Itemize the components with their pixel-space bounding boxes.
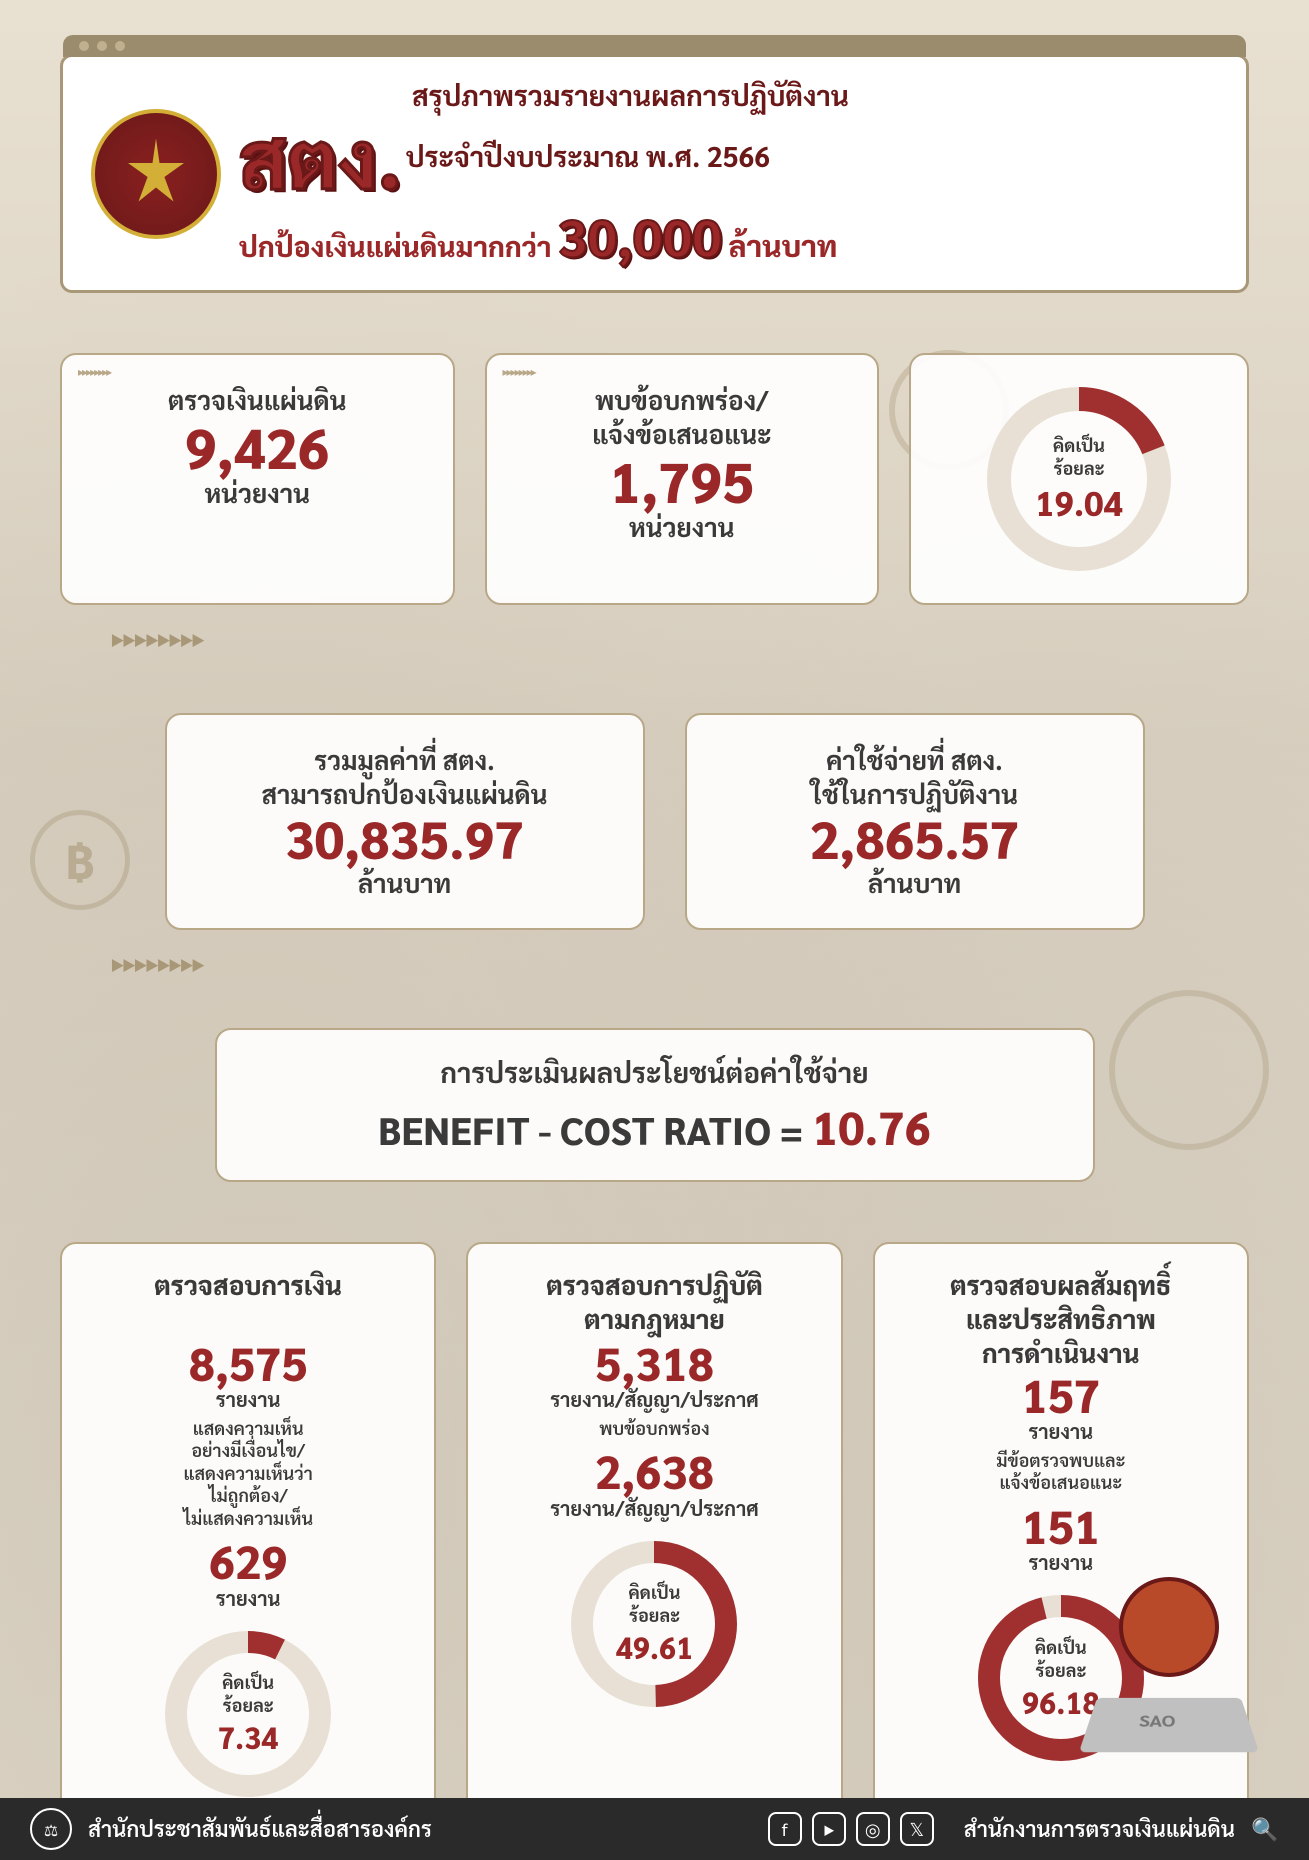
column-title: ตรวจสอบการเงิน (84, 1268, 412, 1338)
col-value: 8,575 (84, 1338, 412, 1386)
donut-value: 7.34 (218, 1717, 278, 1756)
tagline-value: 30,000 (558, 202, 722, 270)
footer-left-text: สำนักประชาสัมพันธ์และสื่อสารองค์กร (88, 1815, 752, 1843)
stat-value: 9,426 (92, 417, 423, 476)
column-title: ตรวจสอบผลสัมฤทธิ์ และประสิทธิภาพ การดำเน… (897, 1268, 1225, 1370)
col-unit: รายงาน (897, 1418, 1225, 1444)
col-note: พบข้อบกพร่อง (490, 1418, 818, 1441)
stat-protected: รวมมูลค่าที่ สตง. สามารถปกป้องเงินแผ่นดิ… (165, 713, 645, 930)
decor-arrows: ▶▶▶▶▶▶▶▶ (110, 950, 1249, 978)
benefit-cost-banner: การประเมินผลประโยชน์ต่อค่าใช้จ่าย BENEFI… (215, 1028, 1095, 1182)
footer-bar: ⚖ สำนักประชาสัมพันธ์และสื่อสารองค์กร f ▶… (0, 1798, 1309, 1860)
footer-seal-icon: ⚖ (30, 1808, 72, 1850)
tagline-unit: ล้านบาท (728, 225, 837, 264)
search-icon[interactable]: 🔍 (1251, 1815, 1279, 1843)
header-subtitle-2: ประจำปีงบประมาณ พ.ศ. 2566 (406, 138, 770, 174)
youtube-icon[interactable]: ▶ (812, 1812, 846, 1846)
donut-label: ร้อยละ (223, 1694, 274, 1717)
stat-value: 2,865.57 (721, 811, 1109, 866)
stat-unit: ล้านบาท (721, 866, 1109, 900)
donut-value: 19.04 (1035, 480, 1123, 524)
tagline-prefix: ปกป้องเงินแผ่นดินมากกว่า (239, 228, 551, 264)
col-unit: รายงาน (84, 1386, 412, 1412)
donut-label: ร้อยละ (629, 1604, 680, 1627)
col-unit: รายงาน (84, 1585, 412, 1611)
twitter-icon[interactable]: 𝕏 (900, 1812, 934, 1846)
mascot-icon (1069, 1557, 1269, 1757)
stat-value: 30,835.97 (201, 811, 609, 866)
col-unit: รายงาน/สัญญา/ประกาศ (490, 1495, 818, 1521)
donut-label: คิดเป็น (629, 1581, 681, 1604)
decor-arrows: ▶▶▶▶▶▶▶▶ (110, 625, 1249, 653)
stat-value: 1,795 (517, 451, 848, 510)
stat-unit: หน่วยงาน (92, 476, 423, 510)
bc-label: BENEFIT - COST RATIO = (378, 1104, 803, 1154)
col-value: 2,638 (490, 1446, 818, 1494)
donut-label: คิดเป็น (222, 1671, 274, 1694)
stat-cost: ค่าใช้จ่ายที่ สตง. ใช้ในการปฏิบัติงาน 2,… (685, 713, 1145, 930)
col-note: มีข้อตรวจพบและ แจ้งข้อเสนอแนะ (897, 1450, 1225, 1495)
donut-label: ร้อยละ (1053, 457, 1104, 480)
col-note: แสดงความเห็น อย่างมีเงื่อนไข/ แสดงความเห… (84, 1418, 412, 1531)
col-value: 5,318 (490, 1338, 818, 1386)
header-subtitle-1: สรุปภาพรวมรายงานผลการปฏิบัติงาน (412, 77, 849, 113)
instagram-icon[interactable]: ◎ (856, 1812, 890, 1846)
donut-label: คิดเป็น (1053, 434, 1105, 457)
col-unit: รายงาน/สัญญา/ประกาศ (490, 1386, 818, 1412)
column-financial-audit: ตรวจสอบการเงิน 8,575 รายงาน แสดงความเห็น… (60, 1242, 436, 1827)
stat-unit: หน่วยงาน (517, 510, 848, 544)
header-banner: สตง. สรุปภาพรวมรายงานผลการปฏิบัติงาน ประ… (60, 54, 1249, 293)
org-seal (91, 109, 221, 239)
bc-value: 10.76 (812, 1096, 931, 1156)
col-value: 157 (897, 1370, 1225, 1418)
col-value: 629 (84, 1536, 412, 1584)
stat-label: พบข้อบกพร่อง/ (517, 383, 848, 417)
decor-ring (1109, 990, 1269, 1150)
stat-findings: ▸▸▸▸▸▸▸▸ พบข้อบกพร่อง/ แจ้งข้อเสนอแนะ 1,… (485, 353, 880, 605)
column-title: ตรวจสอบการปฏิบัติ ตามกฎหมาย (490, 1268, 818, 1338)
stat-audited: ▸▸▸▸▸▸▸▸ ตรวจเงินแผ่นดิน 9,426 หน่วยงาน (60, 353, 455, 605)
bitcoin-icon: ฿ (30, 810, 130, 910)
browser-bar-decor (63, 35, 1246, 57)
column-compliance-audit: ตรวจสอบการปฏิบัติ ตามกฎหมาย 5,318 รายงาน… (466, 1242, 842, 1827)
bc-title: การประเมินผลประโยชน์ต่อค่าใช้จ่าย (247, 1054, 1063, 1090)
footer-right-text: สำนักงานการตรวจเงินแผ่นดิน (964, 1815, 1235, 1843)
stat-findings-percent: คิดเป็น ร้อยละ 19.04 (909, 353, 1249, 605)
facebook-icon[interactable]: f (768, 1812, 802, 1846)
col-value: 151 (897, 1501, 1225, 1549)
stat-label: ค่าใช้จ่ายที่ สตง. (721, 743, 1109, 777)
donut-value: 49.61 (616, 1627, 694, 1666)
stat-label: รวมมูลค่าที่ สตง. (201, 743, 609, 777)
stat-unit: ล้านบาท (201, 866, 609, 900)
org-abbrev: สตง. (239, 104, 402, 208)
